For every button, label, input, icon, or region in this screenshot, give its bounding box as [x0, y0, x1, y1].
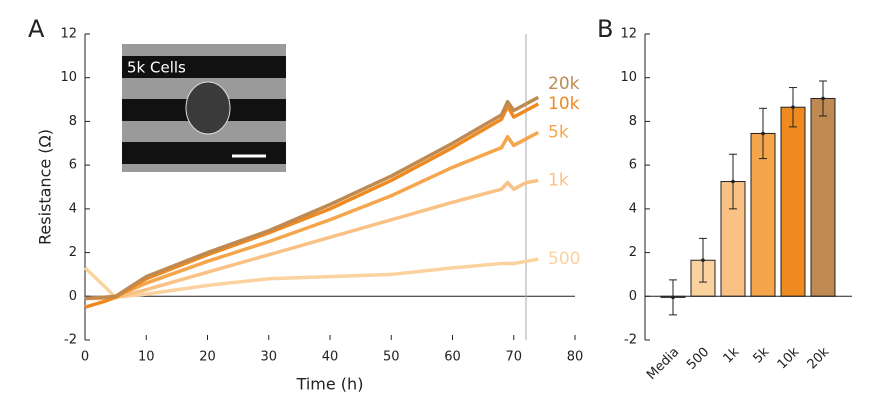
x-tick-label: 30 — [260, 350, 277, 365]
x-tick-label: 80 — [567, 350, 584, 365]
x-tick-label: 1k — [721, 344, 743, 366]
inset-label: 5k Cells — [127, 59, 186, 77]
legend-label: 500 — [548, 249, 580, 269]
x-tick-label: Media — [644, 345, 682, 383]
inset-stripe — [122, 56, 286, 78]
x-tick-label: 5k — [751, 344, 773, 366]
bar — [750, 132, 776, 297]
y-tick-label: 10 — [60, 70, 77, 85]
x-tick-label: 20 — [199, 350, 216, 365]
legend-label: 10k — [548, 94, 580, 114]
mean-dot — [761, 131, 765, 136]
x-tick-label: 10 — [138, 350, 155, 365]
inset: 5k Cells — [122, 44, 286, 172]
error-bar — [759, 107, 767, 160]
inset-stripe — [122, 142, 286, 164]
y-tick-label: 12 — [60, 27, 77, 42]
mean-dot — [731, 179, 735, 184]
error-bar — [669, 279, 677, 316]
error-bar — [699, 237, 707, 283]
y-tick-label: 12 — [620, 27, 637, 42]
error-bar — [729, 153, 737, 210]
x-tick-label: 20k — [805, 344, 833, 372]
y-tick-label: 4 — [69, 201, 77, 216]
mean-dot — [791, 105, 795, 110]
series-line — [84, 95, 540, 301]
y-tick-label: 10 — [620, 70, 637, 85]
y-tick-label: 0 — [629, 289, 637, 304]
y-tick-label: 8 — [629, 114, 637, 129]
error-bar — [789, 87, 797, 128]
y-tick-label: 4 — [629, 201, 637, 216]
error-bar — [819, 80, 827, 117]
y-tick-label: 6 — [69, 158, 77, 173]
inset-cell — [185, 81, 231, 135]
y-axis-label: Resistance (Ω) — [36, 129, 55, 245]
x-tick-label: 500 — [684, 345, 712, 373]
x-tick-label: 70 — [505, 350, 522, 365]
legend-label: 5k — [548, 122, 569, 142]
x-tick-label: 50 — [383, 350, 400, 365]
legend-label: 1k — [548, 170, 569, 190]
x-tick-label: 0 — [81, 350, 89, 365]
y-tick-label: 2 — [69, 245, 77, 260]
mean-dot — [821, 96, 825, 101]
y-tick-label: 0 — [69, 289, 77, 304]
y-tick-label: -2 — [624, 333, 637, 348]
bar — [810, 97, 836, 297]
legend-label: 20k — [548, 74, 580, 94]
x-tick-label: 10k — [775, 344, 803, 372]
y-tick-label: 2 — [629, 245, 637, 260]
mean-dot — [701, 258, 705, 263]
x-axis-label: Time (h) — [296, 375, 364, 394]
y-tick-label: 8 — [69, 114, 77, 129]
x-tick-label: 60 — [444, 350, 461, 365]
y-tick-label: -2 — [64, 333, 77, 348]
series-line — [83, 257, 539, 300]
x-tick-label: 40 — [322, 350, 339, 365]
bar — [780, 106, 806, 297]
panel-label: B — [597, 15, 613, 43]
y-tick-label: 6 — [629, 158, 637, 173]
panel-label: A — [28, 15, 45, 43]
